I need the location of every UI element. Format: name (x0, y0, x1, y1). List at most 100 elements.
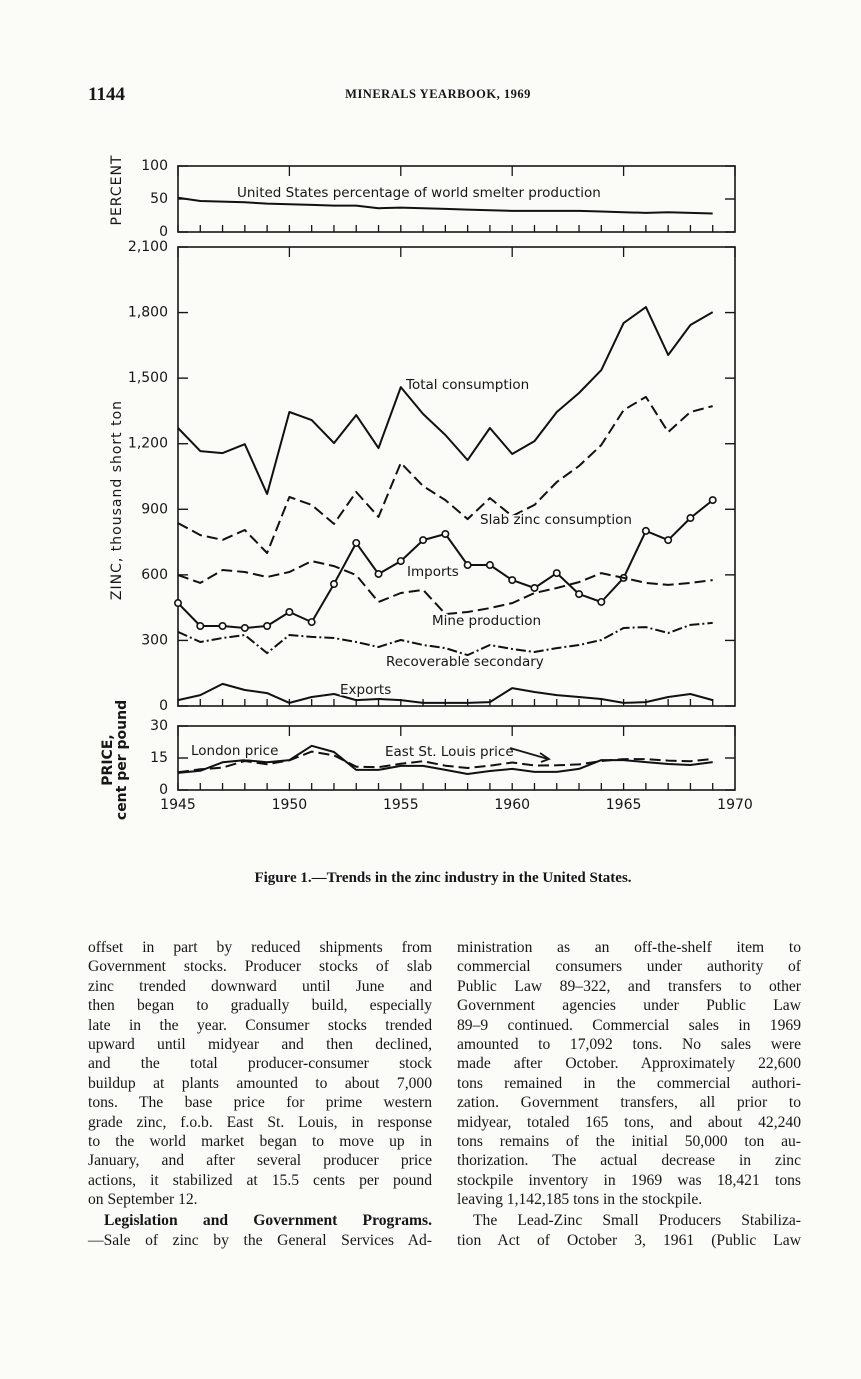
series-marker (396, 557, 405, 566)
series-marker (352, 538, 361, 547)
text-line: to the world market began to move up in (88, 1132, 432, 1150)
series-marker (218, 622, 227, 631)
series-label: Total consumption (405, 377, 529, 393)
section-heading: Legislation and Government Programs. (104, 1212, 432, 1230)
figure-caption: Figure 1.—Trends in the zinc industry in… (254, 870, 632, 886)
series-marker (597, 597, 606, 606)
y-axis-title: ZINC, thousand short ton (109, 400, 125, 600)
series-label: Slab zinc consumption (480, 512, 632, 528)
series-label: London price (191, 743, 278, 759)
y-axis-title: PERCENT (109, 155, 125, 226)
y-tick-label: 0 (159, 698, 168, 714)
text-line: Government agencies under Public Law (457, 997, 801, 1015)
text-line: tons remains of the initial 50,000 ton a… (457, 1132, 801, 1150)
y-tick-label: 600 (141, 567, 168, 583)
figure: PERCENT 0 50 100 United States percentage of… (100, 155, 753, 821)
series-marker (329, 580, 338, 589)
series-label: Mine production (432, 613, 541, 629)
text-line: grade zinc, f.o.b. East St. Louis, in re… (88, 1113, 432, 1131)
series-marker (485, 561, 494, 570)
series-label: Imports (407, 564, 459, 580)
text-line: offset in part by reduced shipments from (88, 939, 432, 956)
y-tick-label: 0 (159, 224, 168, 240)
text-line: Legislation and Government Programs. (88, 1211, 432, 1230)
y-tick-label: 15 (150, 750, 168, 766)
text-line: 89–9 continued. Commercial sales in 1969 (457, 1016, 801, 1034)
text-line: tion Act of October 3, 1961 (Public Law (457, 1231, 801, 1249)
text-column: offset in part by reduced shipments from… (88, 936, 432, 1250)
paragraph: offset in part by reduced shipments from… (88, 938, 432, 1209)
x-tick-label: 1960 (494, 797, 530, 813)
y-tick-label: 900 (141, 501, 168, 517)
y-tick-label: 50 (150, 191, 168, 207)
text-line: tons remained in the commercial authori- (457, 1074, 801, 1092)
text-line: upward until midyear and then declined, (88, 1035, 432, 1053)
series-marker (508, 576, 517, 585)
series-line (177, 395, 713, 554)
text-line: stockpile inventory in 1969 was 18,421 t… (457, 1171, 801, 1189)
series-marker (240, 623, 249, 632)
series-line (177, 196, 713, 215)
text-line: Public Law 89–322, and transfers to othe… (457, 977, 801, 995)
x-tick-label: 1945 (160, 797, 196, 813)
y-tick-label: 0 (159, 782, 168, 798)
text-line: midyear, totaled 165 tons, and about 42,… (457, 1113, 801, 1131)
text-line: —Sale of zinc by the General Services Ad… (88, 1231, 432, 1249)
page-number: 1144 (88, 84, 125, 105)
text-line: amounted to 17,092 tons. No sales were (457, 1035, 801, 1053)
series-marker (664, 536, 673, 545)
text-line: The Lead-Zinc Small Producers Stabiliza- (473, 1212, 801, 1230)
text-line: then began to gradually build, especiall… (88, 997, 432, 1015)
series-marker (552, 569, 561, 578)
text-column: ministration as an off-the-shelf item to… (457, 936, 801, 1250)
series-label: United States percentage of world smelte… (237, 185, 601, 201)
text-line: made after October. Approximately 22,600 (457, 1055, 801, 1073)
series-marker (285, 608, 294, 617)
series-marker (641, 526, 650, 535)
series-marker (174, 599, 183, 608)
running-title: MINERALS YEARBOOK, 1969 (345, 87, 531, 101)
text-line: and the total producer-consumer stock (88, 1055, 432, 1073)
text-line: thorization. The actual decrease in zinc (457, 1152, 801, 1170)
label-arrow (509, 747, 551, 763)
text-line: zinc trended downward until June and (88, 977, 432, 995)
series-marker (263, 622, 272, 631)
text-line: commercial consumers under authority of (457, 958, 801, 976)
text-line: buildup at plants amounted to about 7,00… (88, 1074, 432, 1092)
series-label: East St. Louis price (385, 744, 514, 760)
y-axis-title: cent per pound (114, 700, 130, 820)
series-marker (374, 569, 383, 578)
plot-frame (177, 246, 736, 707)
series-marker (530, 583, 539, 592)
series-marker (463, 561, 472, 570)
text-line: zation. Government transfers, all prior … (457, 1094, 801, 1112)
x-tick-label: 1970 (717, 797, 753, 813)
y-tick-label: 2,100 (128, 239, 168, 255)
series-marker (441, 529, 450, 538)
text-line: leaving 1,142,185 tons in the stockpile. (457, 1191, 703, 1209)
text-line: on September 12. (88, 1191, 198, 1209)
series-line (177, 682, 713, 704)
paragraph: ministration as an off-the-shelf item to… (457, 938, 801, 1209)
y-tick-label: 100 (141, 158, 168, 174)
text-line: ministration as an off-the-shelf item to (457, 939, 801, 956)
paragraph: The Lead-Zinc Small Producers Stabiliza-… (457, 1211, 801, 1250)
y-tick-label: 1,200 (128, 436, 168, 452)
series-marker (708, 496, 717, 505)
series-label: Recoverable secondary (386, 654, 544, 670)
series-marker (307, 618, 316, 627)
y-tick-label: 1,800 (128, 305, 168, 321)
text-line: January, and after several producer pric… (88, 1152, 432, 1170)
y-tick-label: 1,500 (128, 370, 168, 386)
text-line: actions, it stabilized at 15.5 cents per… (88, 1171, 432, 1189)
paragraph: Legislation and Government Programs. —Sal… (88, 1211, 432, 1250)
series-marker (196, 622, 205, 631)
y-tick-label: 300 (141, 632, 168, 648)
text-line: tons. The base price for prime western (88, 1094, 432, 1112)
series-label: Exports (340, 682, 391, 698)
series-marker (419, 536, 428, 545)
series-line (177, 621, 713, 657)
text-line: late in the year. Consumer stocks trende… (88, 1016, 432, 1034)
y-axis-title: PRICE, (100, 734, 116, 785)
